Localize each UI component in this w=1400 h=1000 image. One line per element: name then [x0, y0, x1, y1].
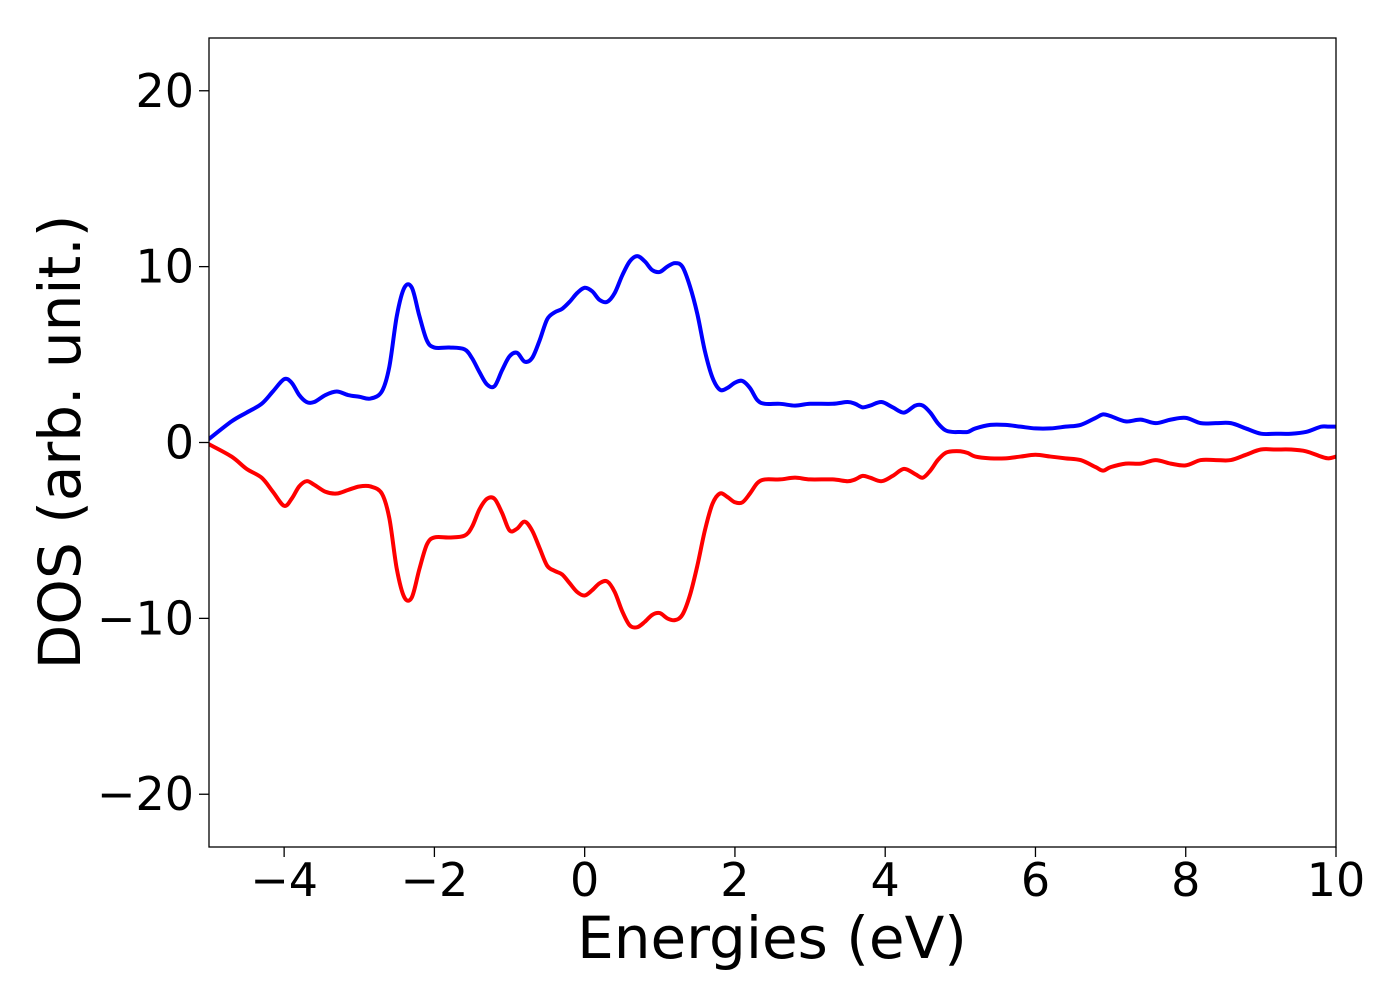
y-tick-label: −20	[97, 767, 194, 821]
x-tick-label: −2	[400, 853, 468, 907]
x-tick-label: 0	[570, 853, 599, 907]
x-tick-label: 8	[1171, 853, 1200, 907]
y-axis-ticks: −20 −10 0 10 20	[97, 64, 209, 821]
x-tick-label: 4	[871, 853, 900, 907]
x-axis-label: Energies (eV)	[577, 904, 967, 972]
y-tick-label: 20	[135, 64, 194, 118]
plot-frame	[208, 37, 1337, 848]
plot-area	[209, 38, 1336, 847]
x-tick-label: 2	[720, 853, 749, 907]
series-layer	[209, 254, 1336, 630]
x-tick-label: −4	[250, 853, 318, 907]
x-axis-ticks: −4 −2 0 2 4 6 8 10	[250, 847, 1365, 907]
y-tick-label: 0	[165, 416, 194, 470]
dos-spin-up-line	[209, 254, 1336, 441]
y-tick-label: 10	[135, 240, 194, 294]
x-tick-label: 6	[1021, 853, 1050, 907]
dos-spin-down-line	[209, 442, 1336, 630]
x-tick-label: 10	[1307, 853, 1366, 907]
y-axis-label: DOS (arb. unit.)	[26, 215, 94, 670]
y-tick-label: −10	[97, 591, 194, 645]
